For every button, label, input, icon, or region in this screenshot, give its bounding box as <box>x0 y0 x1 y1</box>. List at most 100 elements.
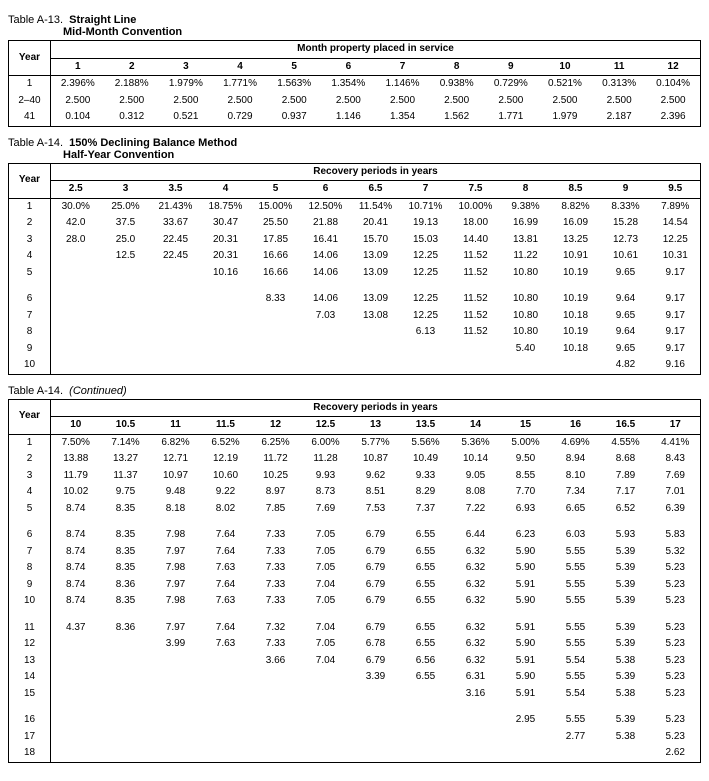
data-cell: 7.97 <box>151 577 201 594</box>
data-cell: 7.97 <box>151 620 201 637</box>
data-cell: 11.37 <box>101 468 151 485</box>
data-cell: 6.56 <box>401 653 451 670</box>
table-row: 410.029.759.489.228.978.738.518.298.087.… <box>9 484 701 501</box>
table-row: 242.037.533.6730.4725.5021.8820.4119.131… <box>9 215 701 232</box>
data-cell: 6.79 <box>351 544 401 561</box>
data-cell: 8.97 <box>251 484 301 501</box>
col-group-header: Recovery periods in years <box>51 399 701 417</box>
data-cell: 0.729 <box>213 109 267 126</box>
data-cell <box>151 686 201 703</box>
data-cell: 10.91 <box>551 248 601 265</box>
data-cell <box>501 745 551 762</box>
year-cell: 14 <box>9 669 51 686</box>
data-cell: 2.500 <box>538 93 592 110</box>
year-cell: 10 <box>9 357 51 374</box>
data-cell <box>401 357 451 374</box>
data-cell: 9.62 <box>351 468 401 485</box>
year-header: Year <box>9 41 51 76</box>
period-header: 12.5 <box>301 417 351 435</box>
year-cell: 1 <box>9 198 51 215</box>
table-row: 311.7911.3710.9710.6010.259.939.629.339.… <box>9 468 701 485</box>
data-cell: 7.64 <box>201 620 251 637</box>
data-cell: 8.35 <box>101 501 151 518</box>
data-cell: 7.33 <box>251 527 301 544</box>
data-cell <box>201 357 251 374</box>
data-cell <box>51 653 101 670</box>
data-cell: 2.188% <box>105 76 159 93</box>
year-cell: 5 <box>9 265 51 282</box>
data-cell: 10.80 <box>501 291 551 308</box>
data-cell: 8.35 <box>101 544 151 561</box>
data-cell: 9.64 <box>601 324 651 341</box>
data-cell: 3.39 <box>351 669 401 686</box>
period-header: 9 <box>601 181 651 199</box>
table-a14b-cont: (Continued) <box>69 385 126 397</box>
data-cell: 6.32 <box>451 560 501 577</box>
data-cell: 9.48 <box>151 484 201 501</box>
data-cell <box>101 669 151 686</box>
data-cell: 6.55 <box>401 527 451 544</box>
data-cell <box>201 324 251 341</box>
col-group-header: Month property placed in service <box>51 41 701 59</box>
data-cell: 12.71 <box>151 451 201 468</box>
data-cell: 2.500 <box>267 93 321 110</box>
data-cell: 8.08 <box>451 484 501 501</box>
data-cell <box>351 686 401 703</box>
data-cell: 21.43% <box>151 198 201 215</box>
data-cell: 9.65 <box>601 341 651 358</box>
data-cell: 7.98 <box>151 527 201 544</box>
data-cell <box>551 745 601 762</box>
data-cell: 9.17 <box>651 308 701 325</box>
data-cell: 5.55 <box>551 620 601 637</box>
data-cell <box>201 308 251 325</box>
data-cell: 7.32 <box>251 620 301 637</box>
data-cell: 10.80 <box>501 308 551 325</box>
data-cell: 6.79 <box>351 527 401 544</box>
data-cell: 6.79 <box>351 653 401 670</box>
table-row: 123.997.637.337.056.786.556.325.905.555.… <box>9 636 701 653</box>
data-cell: 15.28 <box>601 215 651 232</box>
data-cell <box>151 669 201 686</box>
period-header: 3 <box>101 181 151 199</box>
data-cell <box>51 248 101 265</box>
data-cell <box>451 357 501 374</box>
data-cell <box>101 712 151 729</box>
data-cell <box>551 357 601 374</box>
data-cell <box>201 291 251 308</box>
data-cell: 1.771 <box>484 109 538 126</box>
table-row: 12.396%2.188%1.979%1.771%1.563%1.354%1.1… <box>9 76 701 93</box>
data-cell: 11.52 <box>451 265 501 282</box>
data-cell: 7.05 <box>301 636 351 653</box>
data-cell <box>351 712 401 729</box>
data-cell: 25.0 <box>101 232 151 249</box>
data-cell: 8.74 <box>51 593 101 610</box>
data-cell <box>201 729 251 746</box>
data-cell: 11.52 <box>451 324 501 341</box>
data-cell <box>401 729 451 746</box>
data-cell: 5.55 <box>551 577 601 594</box>
data-cell: 10.18 <box>551 341 601 358</box>
data-cell: 10.02 <box>51 484 101 501</box>
data-cell: 8.35 <box>101 527 151 544</box>
data-cell: 10.61 <box>601 248 651 265</box>
data-cell: 8.35 <box>101 593 151 610</box>
data-cell: 6.55 <box>401 620 451 637</box>
data-cell: 19.13 <box>401 215 451 232</box>
data-cell <box>251 669 301 686</box>
data-cell: 7.98 <box>151 593 201 610</box>
data-cell: 6.93 <box>501 501 551 518</box>
data-cell: 7.85 <box>251 501 301 518</box>
data-cell <box>51 712 101 729</box>
table-a14a: YearRecovery periods in years2.533.54566… <box>8 163 701 375</box>
period-header: 9.5 <box>651 181 701 199</box>
table-row: 88.748.357.987.637.337.056.796.556.325.9… <box>9 560 701 577</box>
data-cell: 6.32 <box>451 620 501 637</box>
year-cell: 8 <box>9 324 51 341</box>
data-cell <box>151 324 201 341</box>
table-a14a-title2: Half-Year Convention <box>63 149 174 161</box>
period-header: 12 <box>646 58 700 76</box>
period-header: 5 <box>267 58 321 76</box>
year-cell: 17 <box>9 729 51 746</box>
data-cell <box>51 341 101 358</box>
data-cell: 5.38 <box>601 729 651 746</box>
